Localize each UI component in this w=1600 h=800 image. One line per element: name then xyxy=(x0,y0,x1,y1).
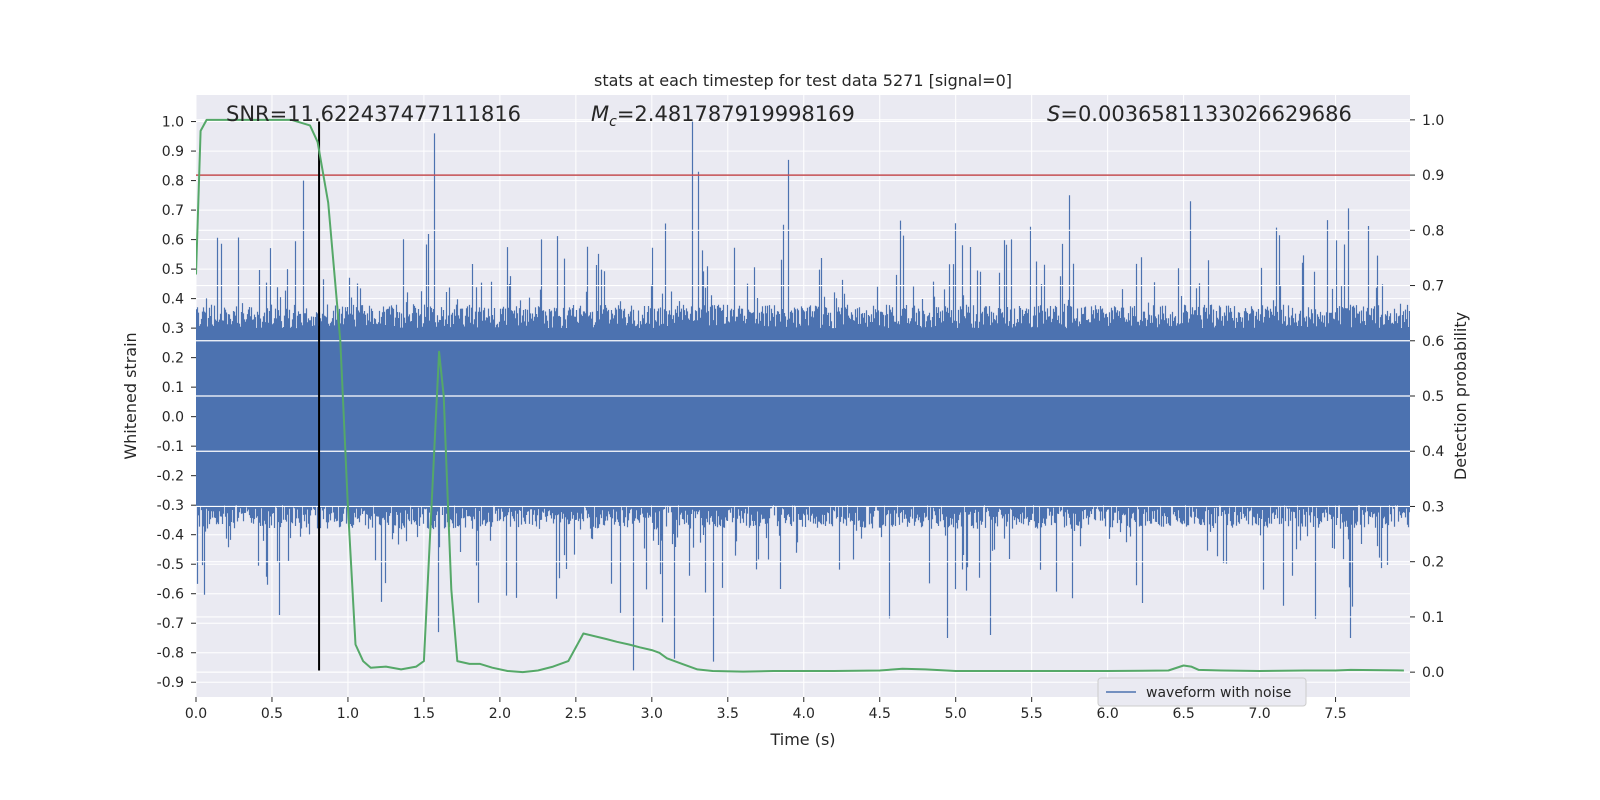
x-tick-label: 7.0 xyxy=(1248,706,1270,722)
x-tick-label: 6.5 xyxy=(1172,706,1194,722)
chart-title: stats at each timestep for test data 527… xyxy=(594,71,1012,90)
y-left-tick-label: -0.1 xyxy=(157,439,184,455)
y-left-tick-label: -0.3 xyxy=(157,498,184,514)
y-left-tick-label: -0.6 xyxy=(157,587,184,603)
chirp-mass-annotation: Mc=2.481787919998169 xyxy=(591,102,855,130)
y-right-tick-label: 0.1 xyxy=(1422,610,1444,626)
x-axis-label: Time (s) xyxy=(769,730,835,749)
y-left-tick-label: 0.2 xyxy=(162,351,184,367)
y-left-tick-label: 0.9 xyxy=(162,144,184,160)
mc-subscript: c xyxy=(609,114,617,130)
mc-symbol: M xyxy=(591,102,609,126)
y-axis-right-label: Detection probability xyxy=(1451,312,1470,480)
y-left-tick-label: -0.7 xyxy=(157,616,184,632)
snr-annotation: SNR=11.622437477111816 xyxy=(226,102,521,126)
axes: 0.0 0.5 1.0 1.5 2.0 2.5 3.0 3.5 4.0 4.5 5.0 5.5 6.0 6… xyxy=(157,113,1445,722)
x-tick-label: 4.0 xyxy=(793,706,815,722)
s-symbol: S xyxy=(1047,102,1060,126)
y-right-tick-label: 0.9 xyxy=(1422,168,1444,184)
s-annotation: S=0.0036581133026629686 xyxy=(1047,102,1352,126)
y-right-tick-label: 0.6 xyxy=(1422,334,1444,350)
x-tick-label: 1.5 xyxy=(413,706,435,722)
legend-box xyxy=(1097,677,1307,707)
y-left-tick-label: -0.5 xyxy=(157,557,184,573)
y-right-tick-label: 0.5 xyxy=(1422,389,1444,405)
y-left-tick-label: 0.3 xyxy=(162,321,184,337)
x-tick-label: 2.0 xyxy=(489,706,511,722)
y-right-tick-label: 0.8 xyxy=(1422,223,1444,239)
legend: waveform with noise xyxy=(1097,677,1307,707)
y-left-tick-label: 0.0 xyxy=(162,410,184,426)
y-left-tick-label: 0.4 xyxy=(162,292,184,308)
x-tick-label: 3.0 xyxy=(641,706,663,722)
y-right-tick-label: 0.0 xyxy=(1422,665,1444,681)
mc-value: =2.481787919998169 xyxy=(617,102,855,126)
x-tick-label: 5.0 xyxy=(945,706,967,722)
y-left-tick-label: 0.6 xyxy=(162,233,184,249)
y-left-tick-label: 0.5 xyxy=(162,262,184,278)
data-layer xyxy=(196,118,1410,674)
y-axis-left-label: Whitened strain xyxy=(121,332,140,459)
y-left-tick-label: -0.8 xyxy=(157,646,184,662)
x-tick-label: 6.0 xyxy=(1097,706,1119,722)
s-value: =0.0036581133026629686 xyxy=(1060,102,1352,126)
x-tick-label: 2.5 xyxy=(565,706,587,722)
y-left-tick-label: -0.9 xyxy=(157,675,184,691)
x-tick-label: 0.0 xyxy=(185,706,207,722)
y-left-tick-label: -0.4 xyxy=(157,528,184,544)
y-left-tick-label: 0.1 xyxy=(162,380,184,396)
x-tick-label: 1.0 xyxy=(337,706,359,722)
y-right-tick-label: 1.0 xyxy=(1422,113,1444,129)
x-tick-label: 5.5 xyxy=(1021,706,1043,722)
x-tick-label: 7.5 xyxy=(1324,706,1346,722)
legend-label: waveform with noise xyxy=(1146,685,1291,701)
y-left-tick-label: -0.2 xyxy=(157,469,184,485)
x-tick-label: 0.5 xyxy=(261,706,283,722)
x-tick-label: 3.5 xyxy=(717,706,739,722)
y-right-tick-label: 0.4 xyxy=(1422,444,1444,460)
y-right-tick-label: 0.2 xyxy=(1422,555,1444,571)
x-tick-label: 4.5 xyxy=(869,706,891,722)
y-left-tick-label: 0.8 xyxy=(162,174,184,190)
y-right-tick-label: 0.7 xyxy=(1422,279,1444,295)
probability-series xyxy=(196,118,1404,674)
y-left-tick-label: 0.7 xyxy=(162,203,184,219)
y-right-tick-label: 0.3 xyxy=(1422,499,1444,515)
y-left-tick-label: 1.0 xyxy=(162,115,184,131)
waveform-series xyxy=(196,121,1410,671)
